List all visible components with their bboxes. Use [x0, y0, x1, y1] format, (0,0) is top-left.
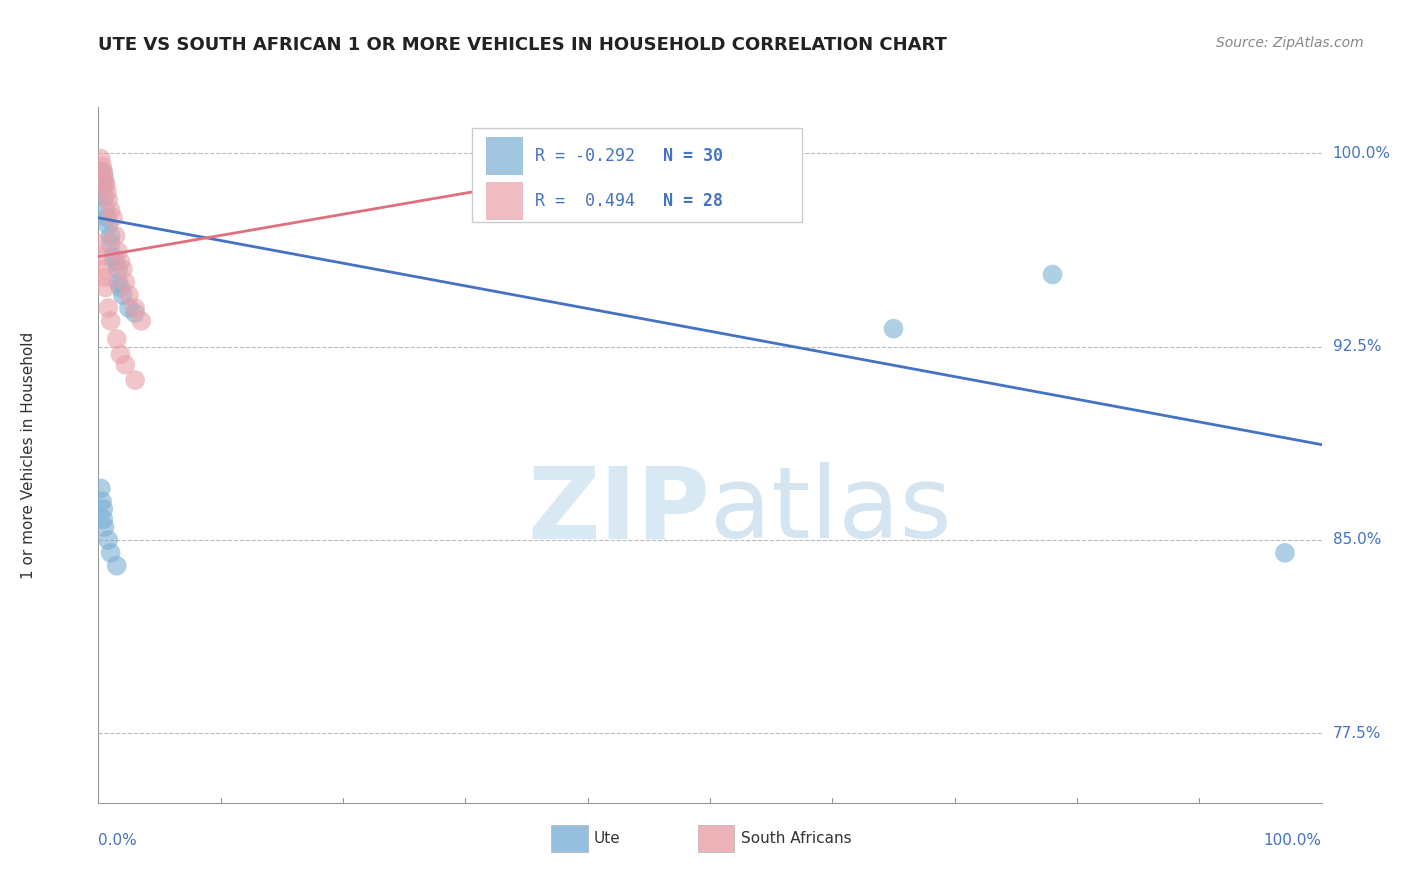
Text: 100.0%: 100.0% — [1333, 146, 1391, 161]
Bar — [486, 182, 523, 220]
Text: Source: ZipAtlas.com: Source: ZipAtlas.com — [1216, 36, 1364, 50]
Point — [96, 185, 118, 199]
Text: 1 or more Vehicles in Household: 1 or more Vehicles in Household — [21, 331, 37, 579]
Text: 92.5%: 92.5% — [1333, 339, 1381, 354]
Point — [90, 236, 112, 251]
Point — [90, 152, 112, 166]
Point — [107, 275, 129, 289]
Text: atlas: atlas — [710, 462, 952, 559]
Point — [93, 172, 115, 186]
Point — [91, 494, 114, 508]
Text: UTE VS SOUTH AFRICAN 1 OR MORE VEHICLES IN HOUSEHOLD CORRELATION CHART: UTE VS SOUTH AFRICAN 1 OR MORE VEHICLES … — [98, 36, 948, 54]
Point — [110, 347, 132, 361]
Point — [91, 262, 114, 277]
Point — [114, 358, 136, 372]
Text: ZIP: ZIP — [527, 462, 710, 559]
Text: 100.0%: 100.0% — [1264, 833, 1322, 848]
Point — [100, 203, 122, 218]
Point — [97, 301, 120, 315]
Point — [91, 512, 114, 526]
Point — [91, 502, 114, 516]
Point — [97, 193, 120, 207]
Bar — [551, 825, 588, 852]
Point — [101, 250, 124, 264]
Point — [91, 250, 114, 264]
Point — [118, 288, 141, 302]
Point — [104, 254, 127, 268]
Point — [1042, 268, 1064, 282]
Point — [124, 373, 146, 387]
Point — [883, 321, 905, 335]
Point — [124, 301, 146, 315]
Point — [107, 262, 129, 277]
Point — [91, 167, 114, 181]
Point — [118, 301, 141, 315]
Point — [129, 314, 152, 328]
Point — [97, 219, 120, 233]
Point — [91, 164, 114, 178]
Point — [104, 228, 127, 243]
Point — [110, 280, 132, 294]
Point — [93, 178, 115, 192]
Point — [124, 306, 146, 320]
Point — [100, 236, 122, 251]
Text: 85.0%: 85.0% — [1333, 533, 1381, 548]
Bar — [486, 137, 523, 175]
Point — [100, 314, 122, 328]
Text: Ute: Ute — [593, 830, 620, 846]
Point — [90, 164, 112, 178]
Point — [97, 533, 120, 547]
Point — [93, 190, 115, 204]
Text: N = 30: N = 30 — [664, 147, 723, 165]
Point — [94, 280, 117, 294]
Point — [90, 482, 112, 496]
Text: 77.5%: 77.5% — [1333, 726, 1381, 740]
Text: N = 28: N = 28 — [664, 192, 723, 211]
Point — [100, 546, 122, 560]
Point — [105, 558, 128, 573]
Point — [114, 275, 136, 289]
Point — [91, 185, 114, 199]
Text: 0.0%: 0.0% — [98, 833, 138, 848]
Point — [111, 288, 134, 302]
Point — [94, 178, 117, 192]
Point — [1274, 546, 1296, 560]
FancyBboxPatch shape — [471, 128, 801, 222]
Point — [93, 270, 115, 285]
Point — [110, 254, 132, 268]
Text: R = -0.292: R = -0.292 — [536, 147, 636, 165]
Point — [91, 159, 114, 173]
Point — [94, 203, 117, 218]
Text: South Africans: South Africans — [741, 830, 851, 846]
Text: R =  0.494: R = 0.494 — [536, 192, 636, 211]
Bar — [697, 825, 734, 852]
Point — [107, 244, 129, 259]
Point — [96, 211, 118, 225]
Point — [101, 211, 124, 225]
Point — [93, 520, 115, 534]
Point — [91, 172, 114, 186]
Point — [111, 262, 134, 277]
Point — [105, 332, 128, 346]
Point — [100, 228, 122, 243]
